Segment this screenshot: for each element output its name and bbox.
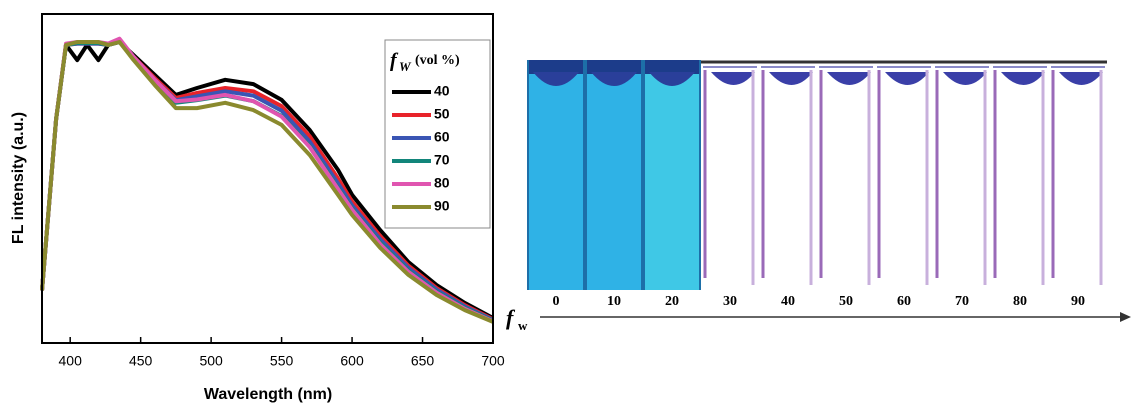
x-tick-label: 450: [129, 353, 153, 369]
legend-label: 70: [434, 152, 450, 168]
x-tick-label: 700: [481, 353, 505, 369]
fw-arrow: [1120, 312, 1131, 322]
cuvette-blue: [528, 60, 584, 290]
x-tick-label: 400: [59, 353, 83, 369]
legend-label: 50: [434, 106, 450, 122]
cuvette-label: 20: [665, 294, 679, 309]
x-tick-label: 650: [411, 353, 435, 369]
meniscus: [769, 72, 813, 85]
meniscus: [1001, 72, 1045, 85]
meniscus: [711, 72, 755, 85]
cuvette-blue: [586, 60, 642, 290]
cuvette-label: 10: [607, 294, 621, 309]
fw-label-subscript: w: [518, 318, 528, 333]
legend-symbol-subscript: W: [399, 59, 412, 74]
legend-label: 80: [434, 175, 450, 191]
cuvette-top: [528, 60, 584, 74]
cuvette-blue: [644, 60, 700, 290]
cuvette-photo: [528, 60, 1107, 290]
meniscus: [943, 72, 987, 85]
y-axis-label: FL intensity (a.u.): [10, 112, 27, 244]
legend-label: 60: [434, 129, 450, 145]
cuvette-label: 80: [1013, 294, 1027, 309]
meniscus: [885, 72, 929, 85]
legend-label: 40: [434, 83, 450, 99]
x-tick-label: 600: [340, 353, 364, 369]
x-tick-label: 500: [199, 353, 223, 369]
cuvette-label: 70: [955, 294, 969, 309]
cuvette-label: 30: [723, 294, 737, 309]
cuvette-label: 90: [1071, 294, 1085, 309]
cuvette-top: [644, 60, 700, 74]
fw-label: f: [506, 305, 516, 330]
figure: Wavelength (nm) FL intensity (a.u.) 4004…: [0, 0, 1132, 405]
x-axis-label: Wavelength (nm): [204, 386, 332, 403]
cuvette-top: [586, 60, 642, 74]
legend-title: (vol %): [415, 53, 460, 68]
cuvette-label: 0: [553, 294, 560, 309]
cuvette-label: 60: [897, 294, 911, 309]
meniscus: [827, 72, 871, 85]
meniscus: [1059, 72, 1103, 85]
cuvette-label: 50: [839, 294, 853, 309]
legend-label: 90: [434, 198, 450, 214]
cuvette-label: 40: [781, 294, 795, 309]
x-tick-label: 550: [270, 353, 294, 369]
